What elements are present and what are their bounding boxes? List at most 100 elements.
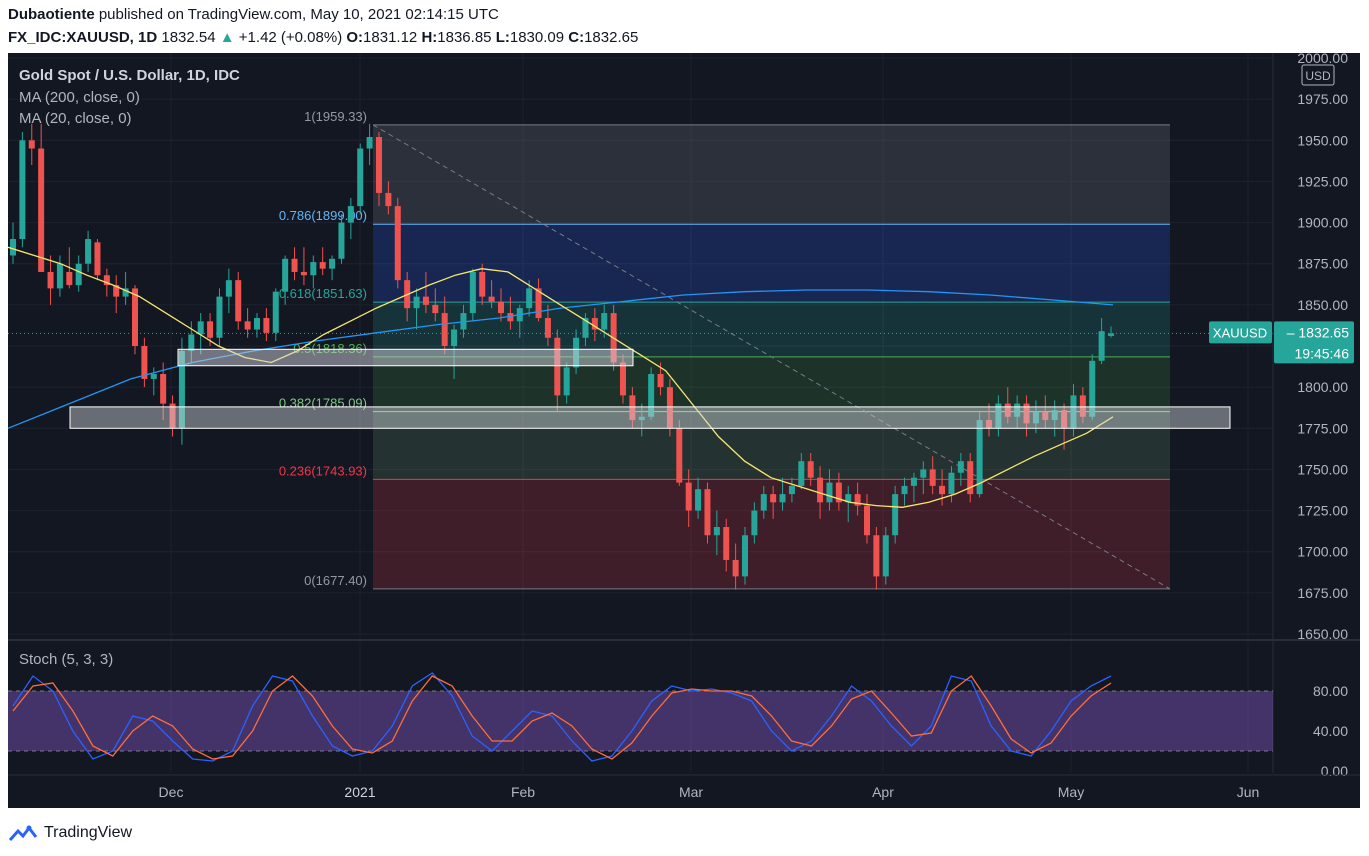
stoch-tick-label: 40.00 bbox=[1313, 723, 1348, 739]
candle-body bbox=[591, 318, 598, 330]
chart-title: Gold Spot / U.S. Dollar, 1D, IDC bbox=[19, 67, 240, 84]
candle-body bbox=[620, 362, 626, 396]
candle-body bbox=[732, 559, 739, 577]
candle-body bbox=[385, 192, 392, 207]
currency-label: USD bbox=[1305, 69, 1331, 83]
ma20-legend[interactable]: MA (20, close, 0) bbox=[19, 110, 132, 127]
candle-body bbox=[357, 148, 364, 207]
candle-body bbox=[920, 469, 927, 478]
candle-body bbox=[244, 321, 251, 330]
candle-body bbox=[1061, 410, 1068, 429]
candle-body bbox=[535, 288, 542, 319]
candle-body bbox=[282, 258, 289, 292]
candle-body bbox=[1004, 403, 1011, 417]
candle-body bbox=[967, 461, 974, 495]
stoch-k-line bbox=[12, 672, 1112, 762]
high-label: H: bbox=[421, 29, 438, 46]
price-tick-label: 1950.00 bbox=[1297, 132, 1348, 148]
candle-body bbox=[742, 535, 748, 577]
candle-body bbox=[122, 288, 129, 297]
candle-body bbox=[629, 395, 636, 421]
stoch-tick-label: 0.00 bbox=[1321, 763, 1348, 779]
candle-body bbox=[957, 461, 964, 473]
candle-body bbox=[713, 527, 720, 536]
candle-body bbox=[1032, 411, 1039, 424]
candle-body bbox=[563, 367, 570, 396]
chart-area[interactable]: 1(1959.33) 0.786(1899.00) 0.618(1851.63) 0.… bbox=[8, 53, 1360, 808]
candle-body bbox=[19, 140, 26, 240]
tradingview-brand[interactable]: TradingView bbox=[44, 824, 133, 841]
up-triangle-icon: ▲ bbox=[219, 29, 235, 46]
stoch-band bbox=[8, 691, 1273, 751]
fib-label-0.236: 0.236(1743.93) bbox=[279, 463, 367, 478]
candle-body bbox=[56, 263, 63, 289]
price-tick-label: 1775.00 bbox=[1297, 420, 1348, 436]
stoch-legend[interactable]: Stoch (5, 3, 3) bbox=[19, 651, 114, 668]
candle-body bbox=[995, 403, 1002, 429]
candle-body bbox=[113, 285, 120, 297]
candle-body bbox=[798, 461, 805, 486]
candle-body bbox=[94, 242, 101, 276]
candle-body bbox=[760, 494, 767, 511]
symbol-label: FX_IDC:XAUUSD, 1D bbox=[8, 29, 158, 46]
candle-body bbox=[160, 373, 167, 404]
candle-body bbox=[882, 535, 889, 577]
time-tick-label: Jun bbox=[1237, 784, 1260, 800]
candle-body bbox=[103, 275, 110, 286]
candle-body bbox=[300, 271, 307, 276]
candle-body bbox=[216, 296, 223, 338]
currency-box bbox=[1301, 64, 1335, 86]
candle-body bbox=[826, 482, 833, 503]
candle-body bbox=[770, 494, 777, 503]
candle-body bbox=[544, 318, 551, 338]
candle-body bbox=[28, 140, 35, 149]
fib-label-0: 0(1677.40) bbox=[304, 573, 367, 588]
candle-body bbox=[451, 329, 458, 346]
ma200-legend[interactable]: MA (200, close, 0) bbox=[19, 89, 140, 106]
candle-body bbox=[376, 136, 382, 193]
candle-body bbox=[441, 313, 448, 346]
fib-zone-1 bbox=[373, 124, 1170, 225]
candle-body bbox=[1051, 410, 1058, 421]
candle-body bbox=[469, 271, 476, 314]
price-tick-label: 2000.00 bbox=[1297, 53, 1348, 66]
candle-body bbox=[695, 489, 702, 511]
candle-body bbox=[207, 321, 214, 338]
candle-body bbox=[788, 485, 795, 495]
candle-body bbox=[845, 494, 852, 503]
footer: TradingView bbox=[8, 820, 132, 846]
candle-body bbox=[601, 313, 608, 330]
candle-body bbox=[1089, 360, 1096, 417]
chart-canvas[interactable]: 1(1959.33) 0.786(1899.00) 0.618(1851.63) 0.… bbox=[8, 53, 1360, 808]
candle-body bbox=[1079, 395, 1086, 417]
candle-body bbox=[901, 485, 908, 495]
candle-body bbox=[329, 258, 336, 269]
candle-body bbox=[864, 505, 870, 536]
candle-body bbox=[254, 318, 260, 330]
candle-body bbox=[835, 482, 842, 503]
open-value: 1831.12 bbox=[363, 29, 418, 46]
close-value: 1832.65 bbox=[584, 29, 639, 46]
fib-label-0.786: 0.786(1899.00) bbox=[279, 208, 367, 223]
candle-body bbox=[10, 239, 16, 256]
candle-body bbox=[807, 461, 814, 478]
candle-body bbox=[197, 321, 204, 335]
time-tick-label: 2021 bbox=[344, 784, 375, 800]
time-tick-label: May bbox=[1058, 784, 1084, 800]
time-tick-label: Feb bbox=[511, 784, 535, 800]
candle-body bbox=[347, 206, 354, 223]
fib-zone-0.786 bbox=[373, 224, 1170, 303]
candle-body bbox=[132, 288, 138, 346]
candle-body bbox=[150, 373, 157, 379]
candle-body bbox=[779, 494, 786, 503]
author-name[interactable]: Dubaotiente bbox=[8, 6, 95, 23]
high-value: 1836.85 bbox=[437, 29, 492, 46]
fib-label-1: 1(1959.33) bbox=[304, 109, 367, 124]
published-text: published on TradingView.com, May 10, 20… bbox=[98, 6, 499, 23]
candle-body bbox=[188, 334, 195, 351]
price-tick-label: 1875.00 bbox=[1297, 256, 1348, 272]
tradingview-logo-icon[interactable] bbox=[8, 823, 38, 843]
fib-trend-line bbox=[372, 124, 1171, 590]
candle-body bbox=[1014, 403, 1021, 417]
candle-body bbox=[498, 301, 504, 314]
